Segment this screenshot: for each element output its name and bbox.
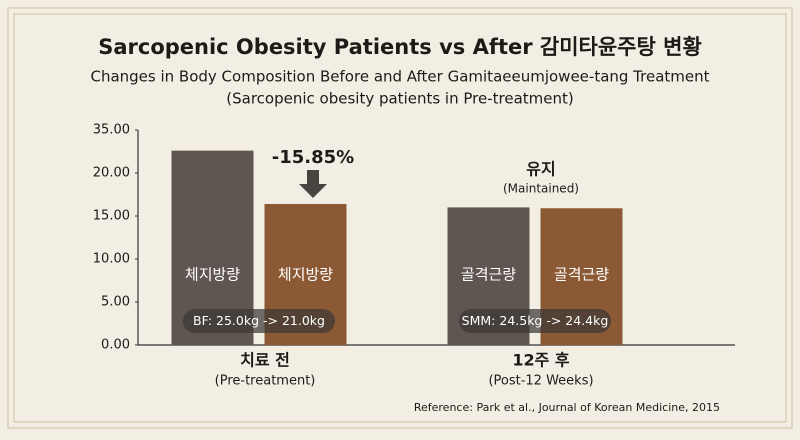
change-sublabel: (Maintained) — [503, 182, 579, 196]
y-tick-label: 35.00 — [93, 123, 130, 138]
y-tick-label: 10.00 — [93, 252, 130, 267]
summary-label: BF: 25.0kg -> 21.0kg — [193, 313, 325, 328]
x-tick-label: 12주 후 — [512, 351, 570, 370]
y-tick-label: 5.00 — [101, 295, 130, 310]
y-tick-label: 20.00 — [93, 166, 130, 181]
x-tick-label: 치료 전 — [240, 351, 290, 370]
down-arrow — [299, 170, 327, 198]
frame — [13, 13, 787, 423]
summary-pill — [459, 309, 611, 333]
change-label: 유지 — [526, 160, 555, 179]
summary-label: SMM: 24.5kg -> 24.4kg — [462, 313, 609, 328]
bar-label: 체지방량 — [185, 266, 240, 284]
summary-pill — [183, 309, 335, 333]
chart-subtitle: (Sarcopenic obesity patients in Pre-trea… — [226, 90, 573, 108]
bar-label: 골격근량 — [554, 266, 609, 284]
bar-label: 체지방량 — [278, 266, 333, 284]
change-label: -15.85% — [272, 147, 354, 168]
x-tick-sublabel: (Post-12 Weeks) — [488, 374, 593, 389]
y-tick-label: 15.00 — [93, 209, 130, 224]
y-tick-label: 0.00 — [101, 338, 130, 353]
chart-subtitle: Changes in Body Composition Before and A… — [90, 68, 709, 86]
reference: Reference: Park et al., Journal of Korea… — [414, 401, 720, 414]
chart-title: Sarcopenic Obesity Patients vs After 감미타… — [98, 35, 702, 59]
bar-label: 골격근량 — [461, 266, 516, 284]
frame — [7, 7, 793, 429]
x-tick-sublabel: (Pre-treatment) — [215, 374, 316, 389]
